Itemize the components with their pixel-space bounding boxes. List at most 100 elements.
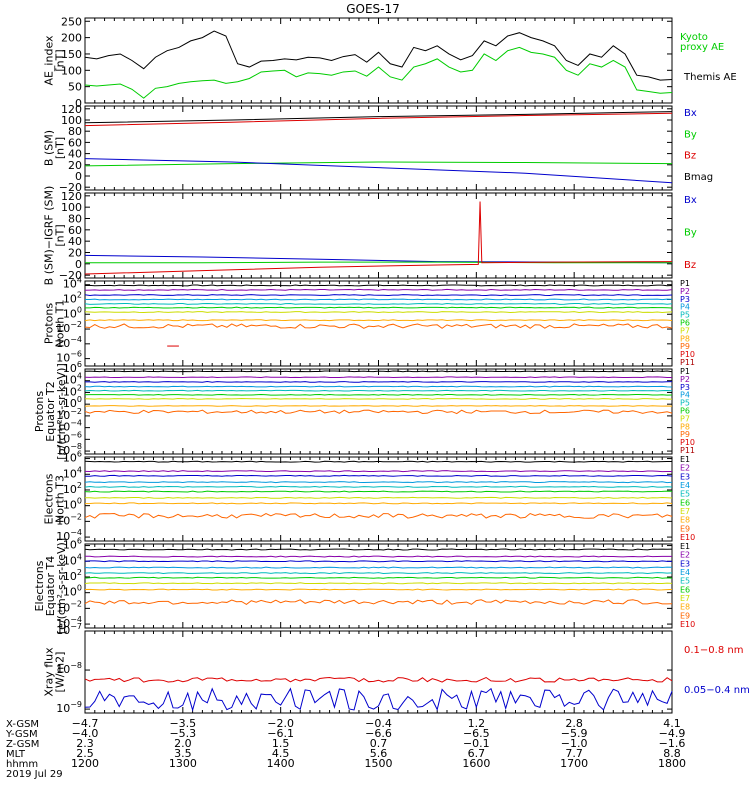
level-line-5 <box>84 302 673 305</box>
y-axis-label: B (SM)−IGRF (SM) <box>43 186 56 286</box>
x-axis-value: 2.0 <box>174 737 192 750</box>
y-tick-label: 106 <box>63 450 82 465</box>
x-axis-value: −5.9 <box>561 727 588 740</box>
level-line-9 <box>84 409 673 415</box>
y-tick-label: 10−4 <box>56 419 82 434</box>
y-tick-label: 100 <box>63 395 82 410</box>
legend-entry: E1 <box>680 542 690 551</box>
tick-base: 10 <box>63 452 77 465</box>
level-line-1 <box>84 676 673 683</box>
tick-exp: −6 <box>70 430 82 439</box>
legend-entry: P2 <box>680 375 690 384</box>
tick-exp: −4 <box>70 419 82 428</box>
level-line-1 <box>84 284 673 287</box>
legend-entry: P3 <box>680 295 690 304</box>
tick-exp: 0 <box>77 584 82 593</box>
y-axis-label: Xray flux <box>43 647 56 697</box>
y-tick-label: 102 <box>63 383 82 398</box>
y-tick-label: 10−8 <box>56 442 82 457</box>
tick-exp: 6 <box>77 360 82 369</box>
legend-entry: E5 <box>680 490 690 499</box>
tick-base: 10 <box>56 432 70 445</box>
legend-entry: P10 <box>680 350 695 359</box>
x-axis-value: −3.5 <box>169 717 196 730</box>
tick-exp: 0 <box>77 497 82 506</box>
tick-base: 10 <box>63 483 77 496</box>
legend-entry: Bx <box>684 195 697 206</box>
y-tick-label: 80 <box>68 213 82 226</box>
level-line-7 <box>84 496 673 499</box>
x-axis-value: −4.9 <box>659 727 686 740</box>
y-axis-label: [nT] <box>54 137 67 159</box>
level-line-5 <box>84 572 673 575</box>
x-axis-value: 1400 <box>267 757 295 770</box>
x-axis-value: 1.5 <box>272 737 290 750</box>
x-axis-value: −6.6 <box>365 727 392 740</box>
legend-entry: E3 <box>680 559 690 568</box>
x-axis-value: 6.7 <box>468 747 486 760</box>
x-axis-value: 1500 <box>365 757 393 770</box>
legend-entry: P1 <box>680 279 690 288</box>
tick-base: 10 <box>56 702 70 715</box>
legend-entry: P4 <box>680 303 690 312</box>
y-tick-label: 40 <box>68 148 82 161</box>
legend-entry: E2 <box>680 464 690 473</box>
x-axis-value: 2.5 <box>76 747 94 760</box>
y-axis-label: North T3 <box>54 475 67 523</box>
legend-entry: P6 <box>680 407 690 416</box>
tick-exp: −2 <box>70 320 82 329</box>
tick-exp: 0 <box>77 395 82 404</box>
legend-entry: Bz <box>684 260 696 271</box>
tick-exp: 4 <box>77 552 82 561</box>
y-tick-label: 106 <box>63 537 82 552</box>
series-bz <box>84 112 673 127</box>
level-line-6 <box>84 393 673 396</box>
tick-exp: 6 <box>77 537 82 546</box>
level-line-5 <box>84 389 673 392</box>
legend-entry: P4 <box>680 391 690 400</box>
level-line-8 <box>84 319 673 322</box>
x-axis-value: 7.7 <box>565 747 583 760</box>
tick-base: 10 <box>63 385 77 398</box>
tick-base: 10 <box>63 570 77 583</box>
series-by <box>85 261 672 264</box>
y-tick-label: 10−8 <box>56 661 82 676</box>
y-tick-label: 106 <box>63 360 82 375</box>
y-tick-label: 104 <box>63 372 82 387</box>
y-tick-label: 10−9 <box>56 700 82 715</box>
y-tick-label: 60 <box>68 136 82 149</box>
legend-entry: P5 <box>680 399 690 408</box>
tick-exp: 2 <box>77 568 82 577</box>
series-bmag <box>84 111 673 124</box>
x-axis-value: 1.2 <box>468 717 486 730</box>
legend-entry: P11 <box>680 446 695 455</box>
level-line-2 <box>84 288 673 291</box>
y-tick-label: 200 <box>61 32 82 45</box>
legend-entry: E10 <box>680 533 695 542</box>
level-line-6 <box>84 490 673 493</box>
series-bz <box>84 201 673 275</box>
y-tick-label: 80 <box>68 125 82 138</box>
y-axis-label: [e/(cm²-s-sr-keV)] <box>55 538 68 634</box>
tick-base: 10 <box>63 292 77 305</box>
tick-base: 10 <box>63 499 77 512</box>
y-tick-label: 120 <box>61 190 82 203</box>
y-tick-label: 0 <box>75 170 82 183</box>
x-axis-value: 3.5 <box>174 747 192 760</box>
legend-entry: E3 <box>680 472 690 481</box>
level-line-4 <box>84 298 673 301</box>
legend-entry: Bmag <box>684 172 713 183</box>
y-tick-label: 102 <box>63 290 82 305</box>
legend-entry: E7 <box>680 507 690 516</box>
x-axis-value: −0.4 <box>365 717 392 730</box>
series-by <box>84 161 673 167</box>
y-axis-label: Electrons <box>43 473 56 524</box>
y-tick-label: 102 <box>63 568 82 583</box>
legend-entry: E9 <box>680 524 690 533</box>
y-tick-label: 10−6 <box>56 350 82 365</box>
